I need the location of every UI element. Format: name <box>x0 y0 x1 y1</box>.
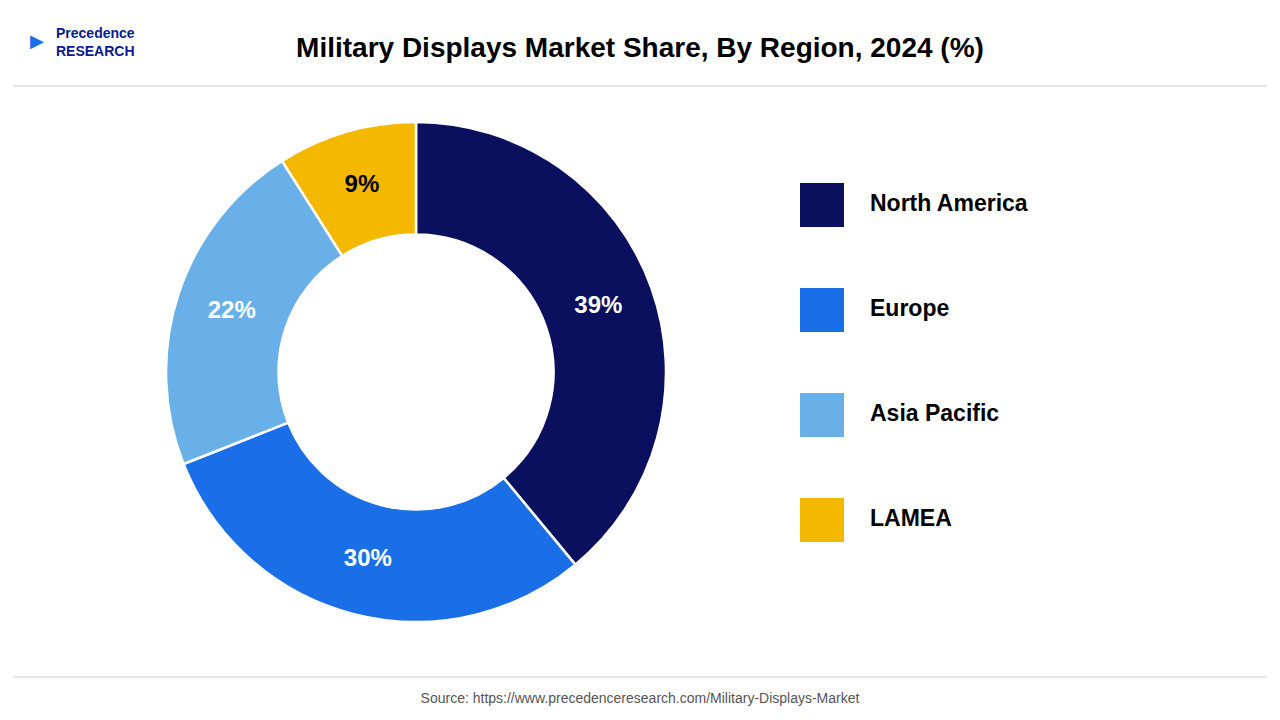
legend: North America Europe Asia Pacific LAMEA <box>800 183 1028 542</box>
header-rule <box>13 86 1267 87</box>
data-labels: 39% 30% 22% 9% <box>208 170 623 571</box>
chart-root: Military Displays Market Share, By Regio… <box>0 0 1280 720</box>
slice <box>184 423 576 622</box>
title: Military Displays Market Share, By Regio… <box>296 32 984 63</box>
data-label: 39% <box>574 291 622 318</box>
footer-rule <box>13 677 1267 678</box>
logo-text: RESEARCH <box>56 43 135 59</box>
legend-item: LAMEA <box>800 498 952 542</box>
donut: 39% 30% 22% 9% <box>166 122 666 622</box>
legend-item: North America <box>800 183 1028 227</box>
slice <box>282 122 416 256</box>
legend-label: Europe <box>870 295 949 321</box>
source: Source: https://www.precedenceresearch.c… <box>421 690 860 706</box>
legend-item: Asia Pacific <box>800 393 999 437</box>
legend-label: North America <box>870 190 1028 216</box>
logo: ▶ Precedence RESEARCH <box>30 25 135 59</box>
data-label: 9% <box>345 170 380 197</box>
data-label: 30% <box>344 544 392 571</box>
legend-swatch <box>800 393 844 437</box>
legend-swatch <box>800 183 844 227</box>
slices <box>166 122 666 622</box>
background <box>0 0 1280 720</box>
data-label: 22% <box>208 296 256 323</box>
logo-text: Precedence <box>56 25 135 41</box>
logo-mark: ▶ <box>30 31 44 51</box>
legend-swatch <box>800 498 844 542</box>
slice <box>416 122 666 565</box>
legend-item: Europe <box>800 288 949 332</box>
legend-swatch <box>800 288 844 332</box>
legend-label: Asia Pacific <box>870 400 999 426</box>
legend-label: LAMEA <box>870 505 952 531</box>
